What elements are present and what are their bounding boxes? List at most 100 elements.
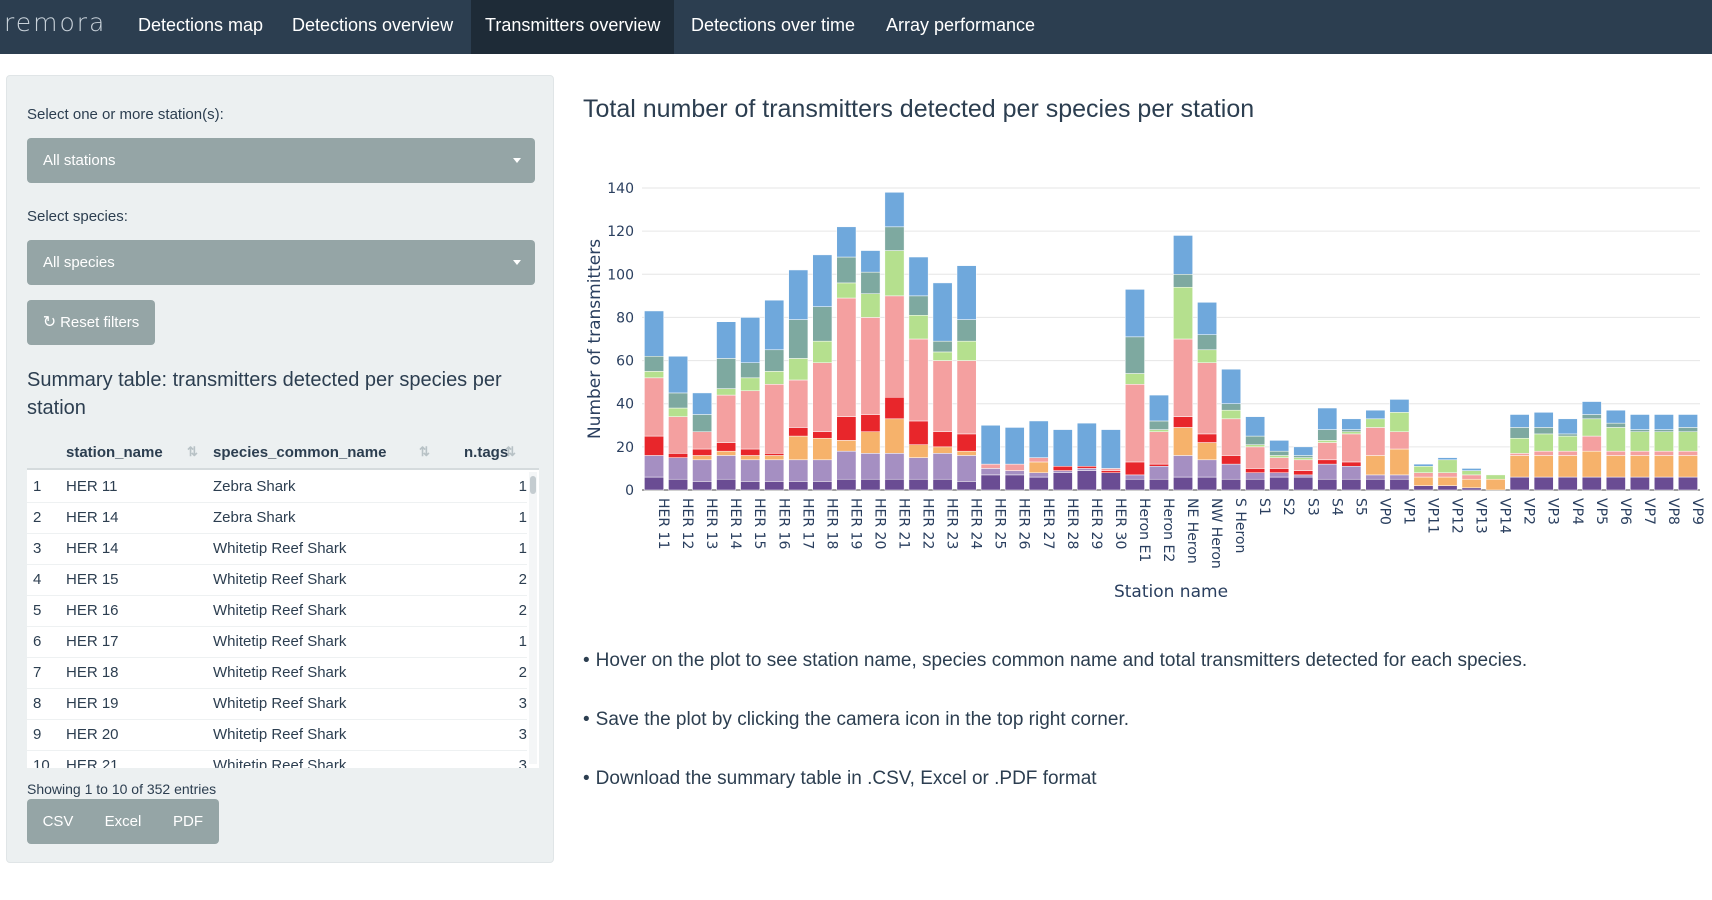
bar-segment[interactable] [1245, 478, 1266, 491]
csv-button[interactable]: CSV [42, 813, 74, 830]
bar-segment[interactable] [1221, 455, 1241, 465]
column-header-n-tags[interactable]: n.tags [464, 444, 509, 461]
bar-segment[interactable] [1101, 470, 1121, 473]
bar-segment[interactable] [1125, 336, 1145, 374]
bar-segment[interactable] [740, 455, 761, 461]
bar-segment[interactable] [1485, 474, 1506, 480]
table-row[interactable]: 2 HER 14 Zebra Shark 1 [27, 503, 527, 534]
bar-segment[interactable] [1581, 450, 1602, 478]
bar-segment[interactable] [788, 379, 809, 428]
bar-segment[interactable] [1557, 450, 1578, 456]
bar-segment[interactable] [716, 450, 737, 456]
table-row[interactable]: 4 HER 15 Whitetip Reef Shark 2 [27, 565, 527, 596]
bar-segment[interactable] [1533, 433, 1554, 452]
bar-segment[interactable] [1365, 455, 1386, 476]
bar-segment[interactable] [692, 455, 712, 461]
bar-segment[interactable] [1269, 476, 1290, 491]
bar-segment[interactable] [788, 319, 809, 359]
bar-segment[interactable] [1004, 470, 1025, 476]
bar-segment[interactable] [1654, 431, 1674, 452]
table-row[interactable]: 3 HER 14 Whitetip Reef Shark 1 [27, 534, 527, 565]
bar-segment[interactable] [1076, 422, 1097, 467]
bar-segment[interactable] [1630, 476, 1650, 491]
bar-segment[interactable] [716, 478, 737, 491]
bar-segment[interactable] [1173, 427, 1193, 456]
table-scrollbar[interactable] [529, 472, 537, 764]
bar-segment[interactable] [1630, 450, 1650, 456]
bar-segment[interactable] [1413, 466, 1434, 473]
bar-segment[interactable] [908, 315, 929, 340]
bar-segment[interactable] [1605, 409, 1626, 424]
bar-segment[interactable] [908, 457, 929, 480]
bar-segment[interactable] [1052, 429, 1073, 467]
bar-segment[interactable] [908, 295, 929, 316]
bar-segment[interactable] [1341, 429, 1362, 433]
bar-segment[interactable] [932, 431, 953, 448]
bar-segment[interactable] [644, 356, 664, 372]
tab-detections-over-time[interactable]: Detections over time [691, 15, 856, 35]
bar-segment[interactable] [1605, 422, 1626, 428]
bar-segment[interactable] [1413, 472, 1434, 478]
bar-segment[interactable] [884, 250, 905, 297]
bar-segment[interactable] [1173, 274, 1193, 288]
bar-segment[interactable] [1630, 455, 1650, 478]
bar-segment[interactable] [1173, 455, 1193, 478]
bar-segment[interactable] [1437, 476, 1458, 486]
bar-segment[interactable] [908, 478, 929, 491]
reset-filters-button[interactable]: ↻ Reset filters [27, 300, 155, 345]
bar-segment[interactable] [644, 377, 664, 437]
bar-segment[interactable] [1149, 429, 1169, 433]
bar-segment[interactable] [812, 340, 833, 363]
bar-segment[interactable] [668, 392, 688, 409]
bar-segment[interactable] [764, 481, 785, 491]
bar-segment[interactable] [1413, 463, 1434, 467]
stacked-bar-chart[interactable]: 0 20 40 60 80 100 120 140 HER 11 HER 12 HER 13 HER … [580, 160, 1710, 615]
bar-segment[interactable] [956, 450, 977, 456]
bar-segment[interactable] [1197, 334, 1217, 351]
bar-segment[interactable] [884, 226, 905, 251]
bar-segment[interactable] [740, 317, 761, 363]
bar-segment[interactable] [812, 481, 833, 491]
bar-segment[interactable] [1557, 418, 1578, 435]
bar-segment[interactable] [884, 418, 905, 454]
sort-icon[interactable]: ⇅ [505, 444, 516, 459]
bar-segment[interactable] [932, 351, 953, 361]
bar-segment[interactable] [1293, 446, 1314, 456]
bar-segment[interactable] [1221, 463, 1241, 480]
bar-segment[interactable] [908, 256, 929, 297]
bar-segment[interactable] [668, 478, 688, 491]
bar-segment[interactable] [1461, 474, 1482, 480]
bar-segment[interactable] [812, 459, 833, 482]
bar-segment[interactable] [1197, 476, 1217, 491]
bar-segment[interactable] [836, 297, 857, 417]
bar-segment[interactable] [956, 360, 977, 435]
bar-segment[interactable] [980, 425, 1001, 465]
bar-segment[interactable] [716, 442, 737, 452]
bar-segment[interactable] [1317, 407, 1338, 430]
bar-segment[interactable] [1317, 440, 1338, 443]
bar-segment[interactable] [1461, 487, 1482, 491]
bar-segment[interactable] [1365, 418, 1386, 428]
bar-segment[interactable] [1076, 466, 1097, 469]
bar-segment[interactable] [644, 310, 664, 357]
table-row[interactable]: 9 HER 20 Whitetip Reef Shark 3 [27, 720, 527, 751]
bar-segment[interactable] [1557, 476, 1578, 491]
excel-button[interactable]: Excel [104, 813, 142, 830]
bar-segment[interactable] [740, 448, 761, 456]
bar-segment[interactable] [932, 446, 953, 454]
bar-segment[interactable] [644, 371, 664, 379]
bar-segment[interactable] [1654, 476, 1674, 491]
bar-segment[interactable] [1557, 435, 1578, 452]
bar-segment[interactable] [956, 455, 977, 482]
bar-segment[interactable] [1678, 414, 1698, 428]
bar-segment[interactable] [644, 435, 664, 456]
bar-segment[interactable] [1052, 472, 1073, 491]
bar-segment[interactable] [1341, 418, 1362, 430]
bar-segment[interactable] [1052, 470, 1073, 473]
bar-segment[interactable] [884, 453, 905, 480]
bar-segment[interactable] [668, 407, 688, 417]
bar-segment[interactable] [1581, 435, 1602, 452]
bar-segment[interactable] [788, 459, 809, 482]
bar-segment[interactable] [1654, 455, 1674, 478]
column-header-species-common-name[interactable]: species_common_name [213, 444, 387, 461]
